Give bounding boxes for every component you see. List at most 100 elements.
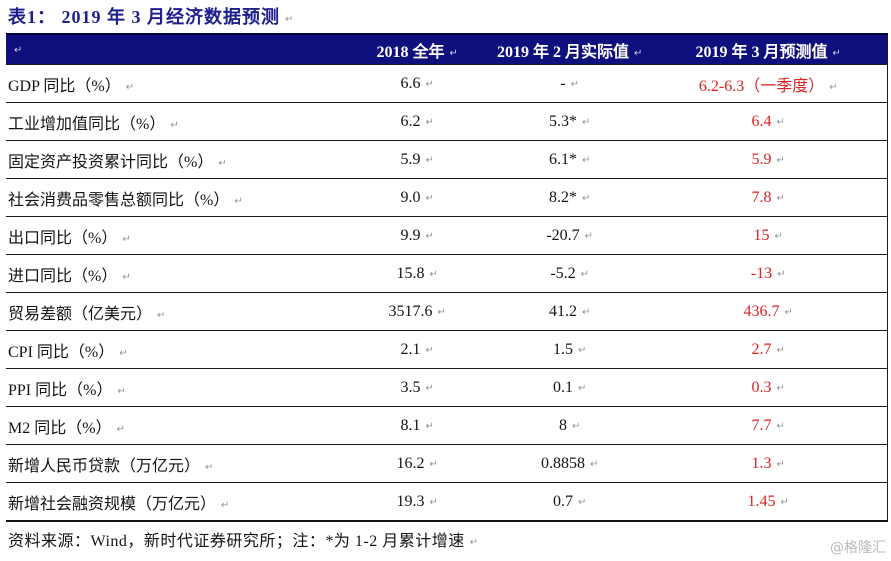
paragraph-mark: ↵ <box>157 309 166 321</box>
paragraph-mark: ↵ <box>570 78 580 90</box>
cell-2018: 9.9 ↵ <box>344 216 490 255</box>
cell-feb-2019: 8.2* ↵ <box>489 178 650 217</box>
table-row: 进口同比（%） ↵ 15.8 ↵ -5.2 ↵ -13 ↵ <box>6 254 888 293</box>
table-title-text: 表1： 2019 年 3 月经济数据预测 <box>8 7 280 27</box>
paragraph-mark: ↵ <box>425 116 434 128</box>
paragraph-mark: ↵ <box>776 382 785 394</box>
cell-2018: 3.5 ↵ <box>344 368 490 407</box>
row-label-text: CPI 同比（%） <box>8 343 115 361</box>
paragraph-mark: ↵ <box>234 195 243 207</box>
cell-2018-text: 16.2 <box>396 454 425 472</box>
cell-2018-text: 9.9 <box>400 226 421 244</box>
cell-mar-2019: 2.7 ↵ <box>649 330 888 369</box>
cell-mar-2019-text: 6.2-6.3（一季度） <box>698 77 825 95</box>
paragraph-mark: ↵ <box>425 154 434 166</box>
cell-2018: 3517.6 ↵ <box>344 292 490 331</box>
row-label: 新增人民币贷款（万亿元） ↵ <box>6 444 345 483</box>
row-label: GDP 同比（%） ↵ <box>6 64 345 103</box>
paragraph-mark: ↵ <box>449 47 458 59</box>
table-row: 新增社会融资规模（万亿元） ↵ 19.3 ↵ 0.7 ↵ 1.45 ↵ <box>6 482 888 522</box>
cell-feb-2019: 41.2 ↵ <box>489 292 650 331</box>
paragraph-mark: ↵ <box>437 306 446 318</box>
row-label: PPI 同比（%） ↵ <box>6 368 345 407</box>
cell-2018-text: 2.1 <box>400 340 421 358</box>
paragraph-mark: ↵ <box>429 268 438 280</box>
row-label: 固定资产投资累计同比（%） ↵ <box>6 140 345 179</box>
table-row: 工业增加值同比（%） ↵ 6.2 ↵ 5.3* ↵ 6.4 ↵ <box>6 102 888 141</box>
paragraph-mark: ↵ <box>117 385 126 397</box>
cell-feb-2019-text: 0.8858 <box>541 454 585 472</box>
cell-feb-2019: 1.5 ↵ <box>489 330 650 369</box>
row-label-text: 社会消费品零售总额同比（%） <box>8 191 230 209</box>
paragraph-mark: ↵ <box>578 344 587 356</box>
cell-feb-2019: 8 ↵ <box>489 406 650 445</box>
cell-mar-2019: 6.4 ↵ <box>649 102 888 141</box>
table-row: CPI 同比（%） ↵ 2.1 ↵ 1.5 ↵ 2.7 ↵ <box>6 330 888 369</box>
table-row: M2 同比（%） ↵ 8.1 ↵ 8 ↵ 7.7 ↵ <box>6 406 888 445</box>
paragraph-mark: ↵ <box>578 496 587 508</box>
paragraph-mark: ↵ <box>221 499 230 511</box>
paragraph-mark: ↵ <box>634 47 643 59</box>
paragraph-mark: ↵ <box>590 458 599 470</box>
economic-forecast-table: ↵ 2018 全年 ↵ 2019 年 2 月实际值 ↵ 2019 年 3 月预测值 ↵… <box>6 33 888 522</box>
table-row: 出口同比（%） ↵ 9.9 ↵ -20.7 ↵ 15 ↵ <box>6 216 888 255</box>
table-row: GDP 同比（%） ↵ 6.6 ↵ - ↵ 6.2-6.3（一季度） ↵ <box>6 64 888 103</box>
paragraph-mark: ↵ <box>774 230 783 242</box>
cell-mar-2019-text: 2.7 <box>751 340 772 358</box>
paragraph-mark: ↵ <box>578 382 587 394</box>
cell-mar-2019-text: 5.9 <box>751 150 772 168</box>
cell-feb-2019-text: -5.2 <box>550 264 576 282</box>
table-body: GDP 同比（%） ↵ 6.6 ↵ - ↵ 6.2-6.3（一季度） ↵ 工业增加值同比（%） ↵… <box>6 64 888 522</box>
cell-mar-2019-text: 1.3 <box>751 454 772 472</box>
row-label-text: 工业增加值同比（%） <box>8 115 166 133</box>
paragraph-mark: ↵ <box>580 268 590 280</box>
header-feb-2019-text: 2019 年 2 月实际值 <box>496 43 629 61</box>
table-row: 贸易差额（亿美元） ↵ 3517.6 ↵ 41.2 ↵ 436.7 ↵ <box>6 292 888 331</box>
paragraph-mark: ↵ <box>832 47 841 59</box>
row-label: 出口同比（%） ↵ <box>6 216 345 255</box>
source-note: 资料来源：Wind，新时代证券研究所；注：*为 1-2 月累计增速 ↵ <box>8 527 479 551</box>
paragraph-mark: ↵ <box>425 192 434 204</box>
cell-mar-2019: 436.7 ↵ <box>649 292 888 331</box>
cell-2018-text: 3.5 <box>400 378 421 396</box>
table-row: 社会消费品零售总额同比（%） ↵ 9.0 ↵ 8.2* ↵ 7.8 ↵ <box>6 178 888 217</box>
row-label-text: 新增人民币贷款（万亿元） <box>8 457 201 475</box>
cell-mar-2019-text: 7.7 <box>751 416 772 434</box>
cell-2018-text: 15.8 <box>396 264 425 282</box>
cell-2018: 8.1 ↵ <box>344 406 490 445</box>
table-header: ↵ 2018 全年 ↵ 2019 年 2 月实际值 ↵ 2019 年 3 月预测值 ↵ <box>6 33 888 65</box>
paragraph-mark: ↵ <box>584 230 594 242</box>
header-mar-2019-text: 2019 年 3 月预测值 <box>695 43 828 61</box>
cell-feb-2019: 0.7 ↵ <box>489 482 650 522</box>
paragraph-mark: ↵ <box>784 306 793 318</box>
row-label: M2 同比（%） ↵ <box>6 406 345 445</box>
cell-2018: 19.3 ↵ <box>344 482 490 522</box>
cell-mar-2019: 5.9 ↵ <box>649 140 888 179</box>
watermark: @格隆汇 <box>830 540 886 556</box>
cell-feb-2019-text: 6.1* <box>549 150 577 168</box>
paragraph-mark: ↵ <box>780 496 789 508</box>
paragraph-mark: ↵ <box>829 81 838 93</box>
header-cell-feb-2019: 2019 年 2 月实际值 ↵ <box>489 33 650 65</box>
cell-feb-2019: 6.1* ↵ <box>489 140 650 179</box>
cell-2018-text: 3517.6 <box>388 302 433 320</box>
paragraph-mark: ↵ <box>119 347 128 359</box>
paragraph-mark: ↵ <box>776 458 785 470</box>
cell-mar-2019-text: 1.45 <box>747 492 776 510</box>
paragraph-mark: ↵ <box>125 81 135 93</box>
paragraph-mark: ↵ <box>776 192 785 204</box>
cell-feb-2019: 5.3* ↵ <box>489 102 650 141</box>
paragraph-mark: ↵ <box>429 458 438 470</box>
paragraph-mark: ↵ <box>572 420 581 432</box>
paragraph-mark: ↵ <box>425 344 434 356</box>
cell-2018: 16.2 ↵ <box>344 444 490 483</box>
cell-feb-2019-text: 8.2* <box>549 188 577 206</box>
paragraph-mark: ↵ <box>205 461 214 473</box>
cell-mar-2019-text: -13 <box>750 264 773 282</box>
table-row: 新增人民币贷款（万亿元） ↵ 16.2 ↵ 0.8858 ↵ 1.3 ↵ <box>6 444 888 483</box>
cell-mar-2019: 7.8 ↵ <box>649 178 888 217</box>
table-row: PPI 同比（%） ↵ 3.5 ↵ 0.1 ↵ 0.3 ↵ <box>6 368 888 407</box>
cell-mar-2019: 0.3 ↵ <box>649 368 888 407</box>
paragraph-mark: ↵ <box>776 420 785 432</box>
cell-mar-2019: 1.3 ↵ <box>649 444 888 483</box>
